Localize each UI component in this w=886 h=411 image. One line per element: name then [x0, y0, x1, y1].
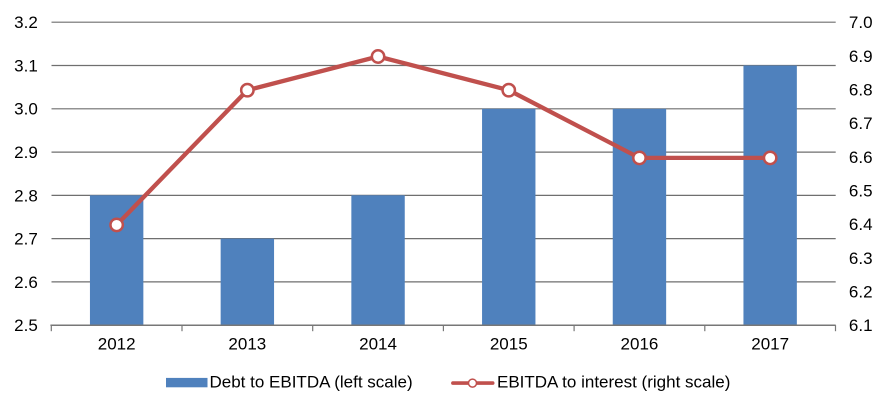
svg-text:6.2: 6.2: [849, 283, 873, 302]
svg-text:3.2: 3.2: [14, 13, 38, 32]
svg-text:2012: 2012: [98, 335, 136, 354]
svg-text:6.7: 6.7: [849, 114, 873, 133]
svg-text:7.0: 7.0: [849, 13, 873, 32]
svg-text:EBITDA to interest (right scal: EBITDA to interest (right scale): [497, 372, 730, 391]
svg-text:6.9: 6.9: [849, 47, 873, 66]
svg-text:6.6: 6.6: [849, 148, 873, 167]
svg-text:2015: 2015: [490, 335, 528, 354]
svg-text:2.6: 2.6: [14, 273, 38, 292]
svg-text:6.3: 6.3: [849, 249, 873, 268]
svg-text:6.1: 6.1: [849, 316, 873, 335]
svg-text:2.9: 2.9: [14, 143, 38, 162]
svg-text:2.5: 2.5: [14, 316, 38, 335]
svg-text:2.8: 2.8: [14, 186, 38, 205]
svg-text:6.4: 6.4: [849, 215, 873, 234]
svg-text:6.5: 6.5: [849, 182, 873, 201]
svg-text:Debt to EBITDA (left scale): Debt to EBITDA (left scale): [210, 372, 413, 391]
svg-text:3.1: 3.1: [14, 56, 38, 75]
svg-text:2013: 2013: [228, 335, 266, 354]
svg-text:3.0: 3.0: [14, 100, 38, 119]
svg-text:2014: 2014: [359, 335, 397, 354]
svg-text:2017: 2017: [751, 335, 789, 354]
svg-text:6.8: 6.8: [849, 81, 873, 100]
svg-text:2016: 2016: [621, 335, 659, 354]
svg-text:2.7: 2.7: [14, 230, 38, 249]
